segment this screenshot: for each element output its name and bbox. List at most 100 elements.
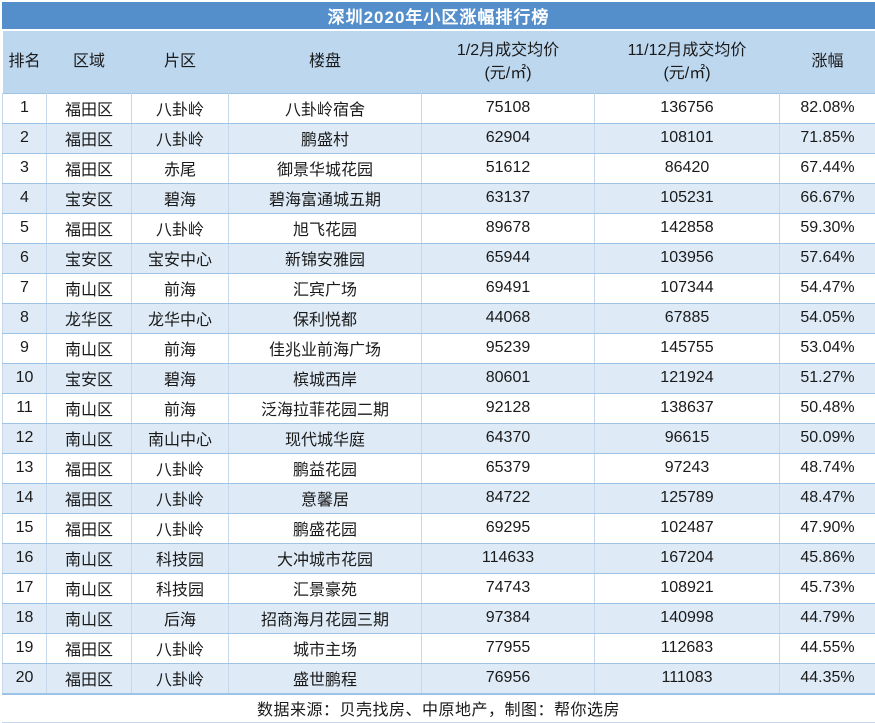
cell-price-nov-dec: 145755 [595,333,780,363]
cell-change: 57.64% [780,243,875,273]
cell-region: 南山区 [47,333,132,363]
column-header-estate: 楼盘 [229,31,422,93]
cell-district: 南山中心 [132,423,229,453]
cell-price-nov-dec: 138637 [595,393,780,423]
cell-district: 碧海 [132,183,229,213]
cell-district: 八卦岭 [132,663,229,693]
cell-region: 南山区 [47,393,132,423]
cell-district: 宝安中心 [132,243,229,273]
cell-price-jan-feb: 64370 [422,423,595,453]
cell-estate: 八卦岭宿舍 [229,93,422,123]
cell-price-nov-dec: 102487 [595,513,780,543]
cell-district: 八卦岭 [132,123,229,153]
cell-price-nov-dec: 105231 [595,183,780,213]
cell-price-nov-dec: 142858 [595,213,780,243]
cell-rank: 20 [3,663,47,693]
cell-rank: 1 [3,93,47,123]
cell-rank: 12 [3,423,47,453]
cell-estate: 现代城华庭 [229,423,422,453]
cell-region: 南山区 [47,573,132,603]
cell-estate: 保利悦都 [229,303,422,333]
cell-rank: 14 [3,483,47,513]
cell-region: 福田区 [47,513,132,543]
cell-price-jan-feb: 92128 [422,393,595,423]
cell-change: 51.27% [780,363,875,393]
data-source-note: 数据来源：贝壳找房、中原地产，制图：帮你选房 [2,694,875,723]
cell-price-nov-dec: 96615 [595,423,780,453]
cell-rank: 5 [3,213,47,243]
cell-price-nov-dec: 103956 [595,243,780,273]
cell-price-jan-feb: 44068 [422,303,595,333]
cell-rank: 7 [3,273,47,303]
cell-price-jan-feb: 80601 [422,363,595,393]
cell-region: 福田区 [47,153,132,183]
cell-district: 八卦岭 [132,453,229,483]
cell-price-nov-dec: 67885 [595,303,780,333]
cell-change: 50.48% [780,393,875,423]
cell-rank: 17 [3,573,47,603]
cell-estate: 御景华城花园 [229,153,422,183]
cell-district: 科技园 [132,543,229,573]
cell-change: 44.35% [780,663,875,693]
cell-price-jan-feb: 51612 [422,153,595,183]
cell-rank: 8 [3,303,47,333]
cell-region: 南山区 [47,273,132,303]
column-header-unit: (元/㎡) [595,62,780,85]
cell-estate: 盛世鹏程 [229,663,422,693]
cell-estate: 佳兆业前海广场 [229,333,422,363]
cell-estate: 槟城西岸 [229,363,422,393]
cell-change: 48.74% [780,453,875,483]
cell-estate: 碧海富通城五期 [229,183,422,213]
cell-price-nov-dec: 121924 [595,363,780,393]
cell-estate: 鹏盛村 [229,123,422,153]
cell-district: 龙华中心 [132,303,229,333]
ranking-table: 排名 区域 片区 楼盘 1/2月成交均价 (元/㎡) 11/12月成交均价 (元 [2,31,875,694]
cell-price-nov-dec: 107344 [595,273,780,303]
cell-region: 南山区 [47,603,132,633]
cell-estate: 鹏盛花园 [229,513,422,543]
column-header-unit: (元/㎡) [422,62,595,85]
cell-price-jan-feb: 69295 [422,513,595,543]
cell-estate: 意馨居 [229,483,422,513]
cell-price-nov-dec: 108921 [595,573,780,603]
cell-price-nov-dec: 136756 [595,93,780,123]
cell-region: 福田区 [47,213,132,243]
cell-region: 福田区 [47,663,132,693]
cell-rank: 13 [3,453,47,483]
cell-price-jan-feb: 63137 [422,183,595,213]
cell-district: 八卦岭 [132,213,229,243]
cell-rank: 15 [3,513,47,543]
cell-change: 59.30% [780,213,875,243]
cell-change: 82.08% [780,93,875,123]
cell-estate: 旭飞花园 [229,213,422,243]
cell-change: 53.04% [780,333,875,363]
cell-price-jan-feb: 69491 [422,273,595,303]
header-row: 排名 区域 片区 楼盘 1/2月成交均价 (元/㎡) 11/12月成交均价 (元 [3,31,875,93]
cell-price-nov-dec: 140998 [595,603,780,633]
cell-district: 八卦岭 [132,483,229,513]
column-header-price-jan-feb: 1/2月成交均价 (元/㎡) [422,31,595,93]
cell-price-jan-feb: 74743 [422,573,595,603]
cell-estate: 城市主场 [229,633,422,663]
cell-rank: 4 [3,183,47,213]
cell-district: 八卦岭 [132,93,229,123]
cell-price-jan-feb: 97384 [422,603,595,633]
cell-rank: 19 [3,633,47,663]
data-source-text: 数据来源：贝壳找房、中原地产，制图：帮你选房 [257,696,620,720]
column-header-region: 区域 [47,31,132,93]
cell-change: 66.67% [780,183,875,213]
cell-rank: 10 [3,363,47,393]
cell-district: 八卦岭 [132,513,229,543]
cell-price-jan-feb: 65379 [422,453,595,483]
cell-region: 宝安区 [47,363,132,393]
cell-price-nov-dec: 97243 [595,453,780,483]
